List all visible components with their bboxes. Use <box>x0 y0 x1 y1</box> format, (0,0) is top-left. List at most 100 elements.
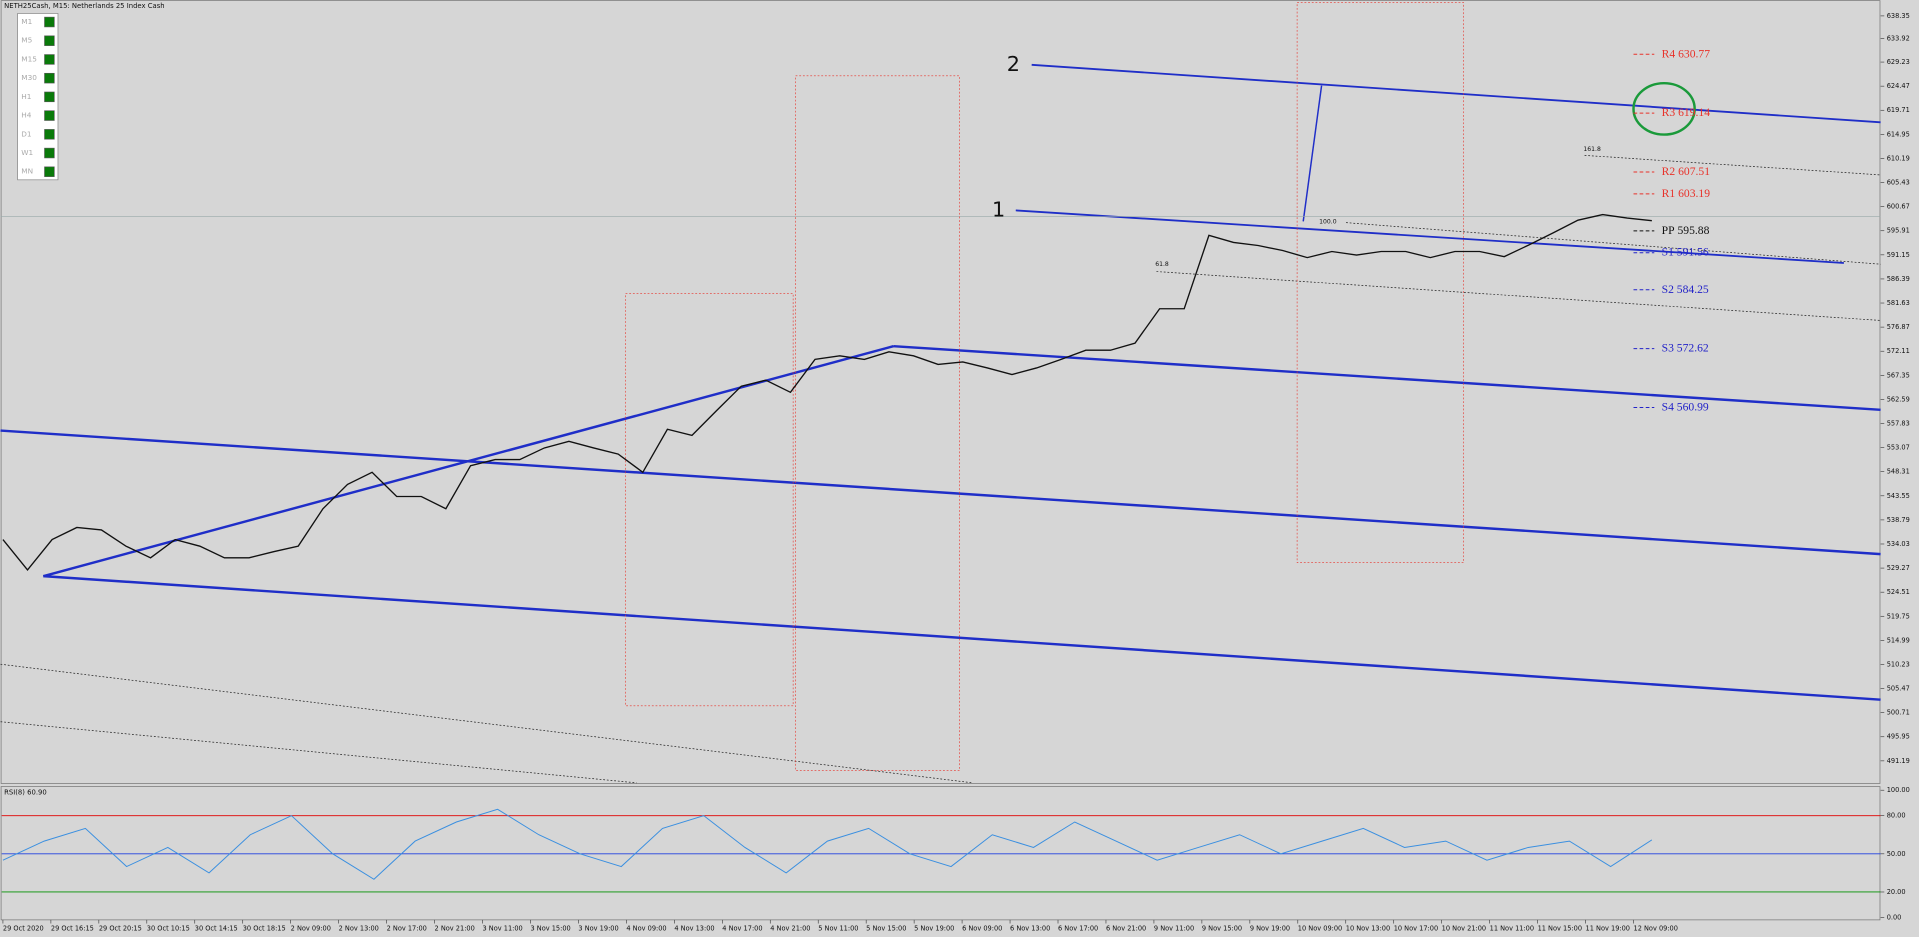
time-tick-label: 11 Nov 11:00 <box>1490 924 1534 932</box>
timeframe-toggle <box>44 16 55 28</box>
timeframe-button[interactable]: MN <box>21 166 55 177</box>
timeframe-toggle <box>44 129 55 140</box>
pivot-value: 595.88 <box>1677 224 1709 237</box>
timeframe-button[interactable]: M15 <box>21 54 55 65</box>
time-tick-label: 2 Nov 09:00 <box>291 924 331 932</box>
price-tick-label: 633.92 <box>1887 34 1910 42</box>
timeframe-label: D1 <box>21 129 31 138</box>
time-tick-label: 5 Nov 19:00 <box>914 924 954 932</box>
timeframe-button[interactable]: H1 <box>21 91 55 103</box>
rsi-panel <box>0 786 1881 921</box>
price-panel <box>0 0 1881 784</box>
trend-line <box>893 344 1881 412</box>
price-tick-label: 529.27 <box>1887 564 1910 572</box>
time-tick-label: 10 Nov 09:00 <box>1298 924 1342 932</box>
timeframe-button[interactable]: D1 <box>21 129 55 140</box>
time-tick-label: 30 Oct 14:15 <box>195 924 238 932</box>
price-tick-label: 510.23 <box>1887 660 1910 668</box>
timeframe-toggle <box>44 147 55 159</box>
price-tick-label: 576.87 <box>1887 323 1910 331</box>
timeframe-button[interactable]: H4 <box>21 110 55 121</box>
rsi-title: RSI(8) 60.90 <box>4 789 47 797</box>
timeframe-toggle <box>44 91 55 103</box>
pivot-value: 619.14 <box>1678 106 1710 119</box>
pivot-value: 603.19 <box>1678 187 1710 200</box>
timeframe-button[interactable]: M30 <box>21 72 55 84</box>
time-tick-label: 5 Nov 15:00 <box>866 924 906 932</box>
pivot-label: R1 603.19 <box>1662 187 1711 200</box>
price-tick-label: 500.71 <box>1887 709 1910 717</box>
drawings <box>0 2 1881 784</box>
trend-line <box>43 574 1881 701</box>
pivot-label: S1 591.56 <box>1662 245 1709 258</box>
price-tick-label: 514.99 <box>1887 636 1910 644</box>
wave-label: 2 <box>1007 52 1020 76</box>
rsi-tick-label: 80.00 <box>1887 812 1906 820</box>
timeframe-toggle <box>44 166 55 177</box>
pivot-name: S1 <box>1662 245 1674 258</box>
time-tick-label: 3 Nov 19:00 <box>578 924 618 932</box>
time-tick-label: 2 Nov 17:00 <box>387 924 427 932</box>
marks: R4 630.77 R3 619.14 R2 607.51 R1 603.19 PP 5… <box>1 47 1881 893</box>
timeframe-label: H4 <box>21 111 32 120</box>
rsi-tick-label: 0.00 <box>1887 913 1902 921</box>
time-tick-label: 29 Oct 16:15 <box>51 924 94 932</box>
timeframe-button[interactable]: W1 <box>21 147 55 159</box>
timeframe-button[interactable]: M1 <box>21 16 55 28</box>
price-tick-label: 543.55 <box>1887 492 1910 500</box>
rsi-tick-label: 50.00 <box>1887 850 1906 858</box>
pivot-value: 572.62 <box>1677 341 1709 354</box>
time-tick-label: 5 Nov 11:00 <box>818 924 858 932</box>
timeframe-button[interactable]: M5 <box>21 35 55 46</box>
timeframe-label: M30 <box>21 73 37 82</box>
pivot-value: 591.56 <box>1677 245 1709 258</box>
fib-line <box>1346 222 1881 265</box>
price-tick-label: 581.63 <box>1887 299 1910 307</box>
axes: 638.35 633.92 629.23 624.47 619.71 614.95 610.… <box>2 12 1910 932</box>
time-tick-label: 11 Nov 15:00 <box>1538 924 1582 932</box>
time-tick-label: 30 Oct 18:15 <box>243 924 286 932</box>
price-tick-label: 534.03 <box>1887 540 1910 548</box>
time-tick-label: 4 Nov 21:00 <box>770 924 810 932</box>
timeframe-label: H1 <box>21 92 31 101</box>
pivot-label: PP 595.88 <box>1662 224 1710 237</box>
price-tick-label: 553.07 <box>1887 444 1910 452</box>
price-tick-label: 624.47 <box>1887 82 1910 90</box>
time-tick-label: 30 Oct 10:15 <box>147 924 190 932</box>
time-tick-label: 6 Nov 13:00 <box>1010 924 1050 932</box>
pivot-label: R2 607.51 <box>1662 165 1711 178</box>
channel-line <box>0 663 974 784</box>
time-tick-label: 4 Nov 17:00 <box>722 924 762 932</box>
timeframe-toggle <box>44 110 55 121</box>
trend-line <box>1302 85 1323 222</box>
pivot-label: S2 584.25 <box>1662 282 1709 295</box>
timeframe-label: M5 <box>21 36 32 45</box>
pivot-value: 584.25 <box>1677 282 1709 295</box>
pivot-name: R1 <box>1662 187 1676 200</box>
time-tick-label: 4 Nov 13:00 <box>674 924 714 932</box>
pivot-name: PP <box>1662 224 1675 237</box>
wave-label: 1 <box>992 197 1005 221</box>
pivot-value: 630.77 <box>1678 47 1710 60</box>
time-tick-label: 11 Nov 19:00 <box>1586 924 1630 932</box>
channel-line <box>0 721 637 784</box>
trend-line <box>1015 209 1844 264</box>
pivot-name: R4 <box>1662 47 1676 60</box>
price-tick-label: 638.35 <box>1887 12 1910 20</box>
price-tick-label: 495.95 <box>1887 733 1910 741</box>
price-tick-label: 524.51 <box>1887 588 1910 596</box>
price-tick-label: 491.19 <box>1887 757 1910 765</box>
price-tick-label: 548.31 <box>1887 468 1910 476</box>
fib-line <box>1584 154 1881 176</box>
price-tick-label: 610.19 <box>1887 154 1910 162</box>
time-tick-label: 6 Nov 17:00 <box>1058 924 1098 932</box>
price-tick-label: 614.95 <box>1887 130 1910 138</box>
price-tick-label: 538.79 <box>1887 516 1910 524</box>
fib-label: 61.8 <box>1155 261 1169 268</box>
pivot-label: S3 572.62 <box>1662 341 1709 354</box>
time-tick-label: 9 Nov 15:00 <box>1202 924 1242 932</box>
time-tick-label: 29 Oct 2020 <box>3 924 44 932</box>
pivot-label: R3 619.14 <box>1662 106 1711 119</box>
